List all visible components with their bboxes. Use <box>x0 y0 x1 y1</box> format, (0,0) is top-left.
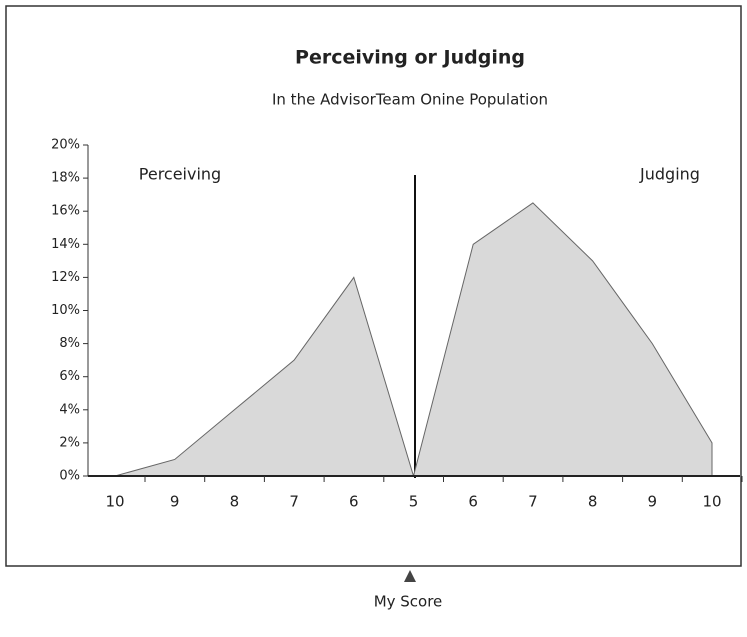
y-tick-label: 6% <box>59 369 80 384</box>
x-tick-label: 6 <box>468 493 478 511</box>
x-tick-label: 7 <box>528 493 538 511</box>
x-tick-label: 6 <box>349 493 359 511</box>
x-tick-label: 7 <box>289 493 299 511</box>
x-tick-label: 9 <box>648 493 658 511</box>
chart-title: Perceiving or Judging <box>295 47 525 69</box>
y-tick-label: 8% <box>59 336 80 351</box>
area <box>412 202 713 477</box>
y-tick-label: 20% <box>51 138 80 153</box>
y-tick-label: 10% <box>51 303 80 318</box>
y-tick-label: 4% <box>59 402 80 417</box>
y-tick-label: 18% <box>51 171 80 186</box>
y-tick-label: 2% <box>59 435 80 450</box>
x-tick-label: 8 <box>588 493 598 511</box>
x-tick-label: 5 <box>409 493 419 511</box>
my-score-label: My Score <box>374 593 443 611</box>
y-tick-label: 12% <box>51 270 80 285</box>
score-marker <box>404 570 416 582</box>
y-tick-label: 0% <box>59 469 80 484</box>
x-tick-label: 9 <box>170 493 180 511</box>
x-tick-label: 8 <box>230 493 240 511</box>
chart-subtitle: In the AdvisorTeam Onine Population <box>272 91 548 109</box>
y-tick-label: 14% <box>51 237 80 252</box>
left-label: Perceiving <box>139 165 221 184</box>
y-tick-label: 16% <box>51 204 80 219</box>
right-label: Judging <box>639 165 700 184</box>
x-tick-label: 10 <box>105 493 124 511</box>
x-tick-label: 10 <box>702 493 721 511</box>
